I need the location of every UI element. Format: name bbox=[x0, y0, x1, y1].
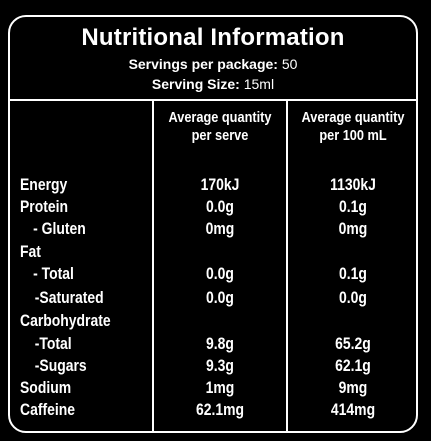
value-per-100ml: 414mg bbox=[330, 400, 376, 419]
nutrient-row: - Total 0.0g 0.1g bbox=[10, 263, 416, 285]
nutrient-sublabel: - Gluten bbox=[33, 219, 86, 238]
nutrient-row: Caffeine 62.1mg 414mg bbox=[10, 399, 416, 421]
value-per-100ml: 65.2g bbox=[335, 334, 371, 353]
column-header-line: per serve bbox=[191, 127, 249, 144]
servings-value: 50 bbox=[281, 56, 298, 72]
serving-size-label: Serving Size: bbox=[151, 76, 240, 92]
nutrient-row: -Saturated 0.0g 0.0g bbox=[10, 287, 416, 309]
nutrient-label: Sodium bbox=[20, 378, 72, 397]
value-per-serve: 0mg bbox=[205, 219, 235, 238]
nutrition-panel: Nutritional Information Servings per pac… bbox=[8, 15, 418, 433]
nutrient-sublabel: -Total bbox=[34, 334, 72, 353]
value-per-100ml: 0mg bbox=[338, 219, 368, 238]
serving-size-value: 15ml bbox=[243, 76, 275, 92]
value-per-serve: 170kJ bbox=[200, 175, 240, 194]
value-per-serve: 9.8g bbox=[206, 334, 234, 353]
nutrient-label: Carbohydrate bbox=[20, 311, 111, 330]
value-per-serve: 9.3g bbox=[206, 356, 234, 375]
value-per-100ml: 0.0g bbox=[339, 288, 367, 307]
nutrient-row: - Gluten 0mg 0mg bbox=[10, 218, 416, 240]
value-per-100ml: 0.1g bbox=[339, 197, 367, 216]
nutrient-label: Fat bbox=[20, 242, 41, 261]
value-per-serve: 1mg bbox=[205, 378, 235, 397]
value-per-100ml: 62.1g bbox=[335, 356, 371, 375]
nutrient-sublabel: -Saturated bbox=[34, 288, 104, 307]
column-header-line: Average quantity bbox=[301, 109, 405, 126]
panel-title: Nutritional Information bbox=[81, 24, 345, 51]
nutrient-sublabel: - Total bbox=[33, 264, 74, 283]
serving-size: Serving Size: 15ml bbox=[10, 75, 416, 93]
column-divider bbox=[286, 101, 288, 431]
nutrient-row: Carbohydrate bbox=[10, 310, 416, 332]
value-per-serve: 0.0g bbox=[206, 288, 234, 307]
nutrient-label: Caffeine bbox=[20, 400, 76, 419]
servings-per-package: Servings per package: 50 bbox=[10, 55, 416, 73]
column-header-per-serve: Average quantity per serve bbox=[164, 109, 276, 145]
panel-header: Nutritional Information Servings per pac… bbox=[10, 17, 416, 101]
nutrient-label: Protein bbox=[20, 197, 69, 216]
servings-label: Servings per package: bbox=[128, 56, 278, 72]
value-per-100ml: 0.1g bbox=[339, 264, 367, 283]
nutrient-row: Fat bbox=[10, 241, 416, 263]
nutrient-row: Protein 0.0g 0.1g bbox=[10, 196, 416, 218]
value-per-serve: 62.1mg bbox=[195, 400, 245, 419]
nutrient-label: Energy bbox=[20, 175, 68, 194]
value-per-serve: 0.0g bbox=[206, 197, 234, 216]
nutrient-row: -Sugars 9.3g 62.1g bbox=[10, 355, 416, 377]
nutrient-sublabel: -Sugars bbox=[34, 356, 87, 375]
column-header-line: per 100 mL bbox=[319, 127, 387, 144]
nutrient-row: Sodium 1mg 9mg bbox=[10, 377, 416, 399]
nutrient-row: -Total 9.8g 65.2g bbox=[10, 333, 416, 355]
column-header-line: Average quantity bbox=[168, 109, 272, 126]
value-per-100ml: 1130kJ bbox=[330, 175, 376, 194]
value-per-100ml: 9mg bbox=[338, 378, 368, 397]
column-header-per-100ml: Average quantity per 100 mL bbox=[298, 109, 409, 145]
column-divider bbox=[152, 101, 154, 431]
nutrient-row: Energy 170kJ 1130kJ bbox=[10, 174, 416, 196]
value-per-serve: 0.0g bbox=[206, 264, 234, 283]
